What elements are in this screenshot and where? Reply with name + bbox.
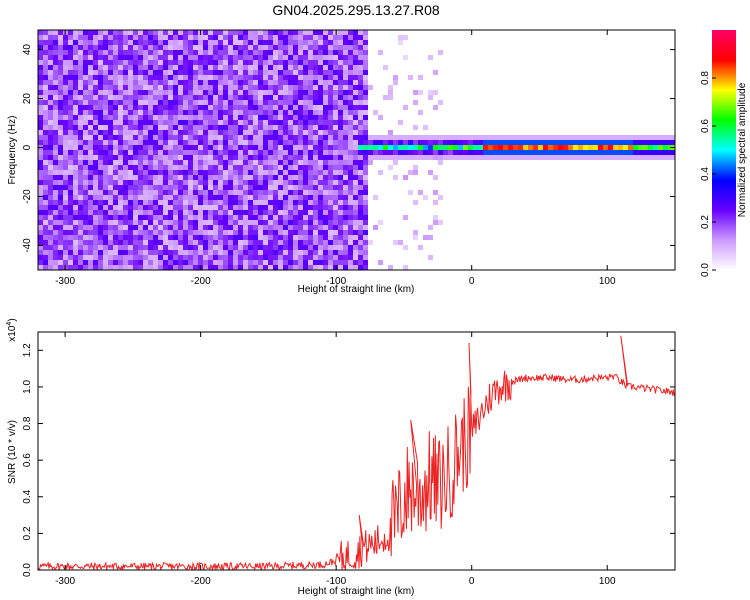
colorbar-tick-label: 0.6 [700,119,711,133]
snr-frame [37,331,676,571]
snr-x-tick-label: 0 [469,576,475,587]
snr-x-tick-label: -100 [326,576,346,587]
spectrogram-y-tick-label: 40 [22,44,33,56]
colorbar-tick-label: 0.2 [700,215,711,229]
spectrogram-x-tick-label: -100 [326,276,346,287]
snr-y-scale: x104) [6,318,18,341]
snr-y-tick-label: 0.6 [22,453,33,467]
snr-panel: -300 -200 -100 0 100 0.0 0.2 0.4 0.6 0.8 1.0 1.2 He… [6,318,676,597]
colorbar-tick-label: 0.8 [700,71,711,85]
snr-y-scale-exp: 4 [6,322,13,326]
spectrogram-y-tick-label: -20 [22,189,33,204]
snr-ticks: -300 -200 -100 0 100 0.0 0.2 0.4 0.6 0.8 1.0 1.2 [22,332,675,587]
snr-y-scale-base: x10 [7,325,18,342]
snr-y-tick-label: 1.2 [22,343,33,357]
colorbar-tick-label: 0.4 [700,167,711,181]
colorbar-ticks: 0.0 0.2 0.4 0.6 0.8 [700,71,716,277]
snr-y-tick-label: 0.8 [22,416,33,430]
snr-y-tick-label: 0.2 [22,526,33,540]
colorbar-gradient [712,30,736,270]
spectrogram-y-tick-label: 0 [22,144,33,150]
snr-y-tick-label: 0.4 [22,489,33,503]
colorbar-tick-label: 0.0 [700,263,711,277]
figure-title: GN04.2025.295.13.27.R08 [272,2,440,18]
spectrogram-y-label: Frequency (Hz) [7,116,18,185]
spectrogram-frame [37,29,676,271]
snr-y-tick-label: 0.0 [22,563,33,577]
snr-x-label: Height of straight line (km) [298,586,415,597]
colorbar: 0.0 0.2 0.4 0.6 0.8 Normalized spectral ampl… [700,30,748,277]
spectrogram-image [38,30,675,270]
snr-series-line [38,335,675,570]
spectrogram-y-tick-label: -40 [22,238,33,253]
snr-x-tick-label: 100 [599,576,616,587]
spectrogram-x-tick-label: 0 [469,276,475,287]
snr-y-tick-label: 1.0 [22,380,33,394]
spectrogram-x-tick-label: -300 [55,276,75,287]
colorbar-label: Normalized spectral amplitude [737,82,748,217]
spectrogram-x-label: Height of straight line (km) [298,284,415,295]
snr-y-label: SNR (10 * v/v) [7,420,18,484]
spectrogram-x-tick-label: -200 [191,276,211,287]
spectrogram-x-tick-label: 100 [599,276,616,287]
snr-x-tick-label: -200 [191,576,211,587]
snr-x-tick-label: -300 [55,576,75,587]
spectrogram-y-tick-label: 20 [22,93,33,105]
